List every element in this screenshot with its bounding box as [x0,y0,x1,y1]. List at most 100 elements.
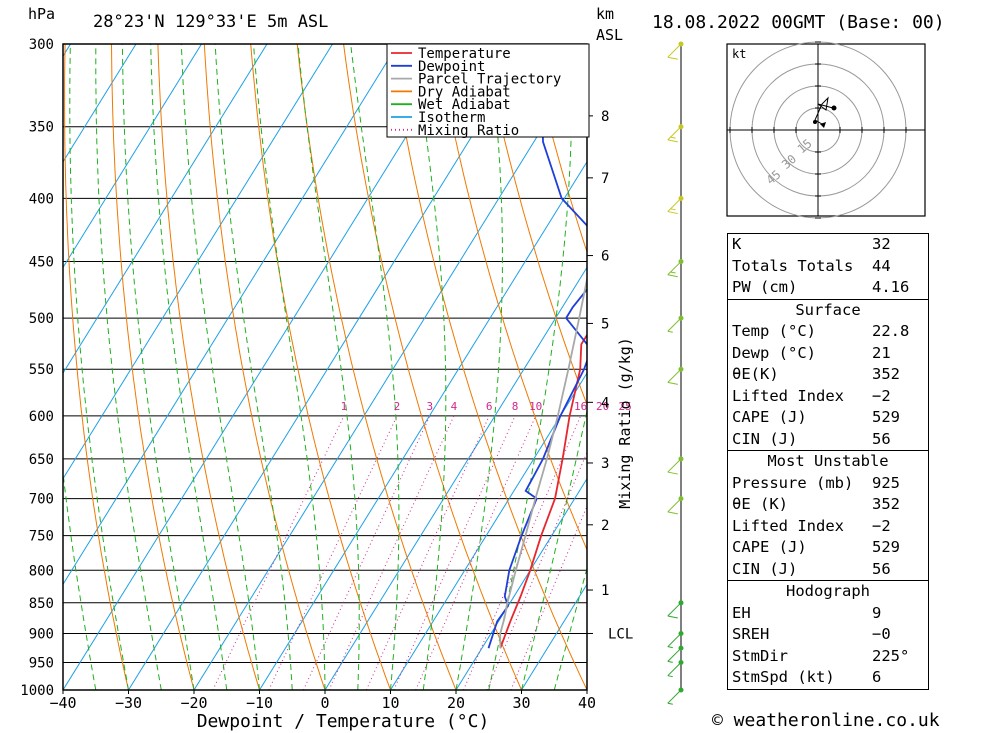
wind-barb [667,195,684,215]
hodograph-start-point [813,120,817,124]
storm-motion-marker [820,122,826,128]
wind-barb [667,315,684,333]
isotherm-line [63,44,202,269]
wind-barb-shaft [667,368,682,383]
legend-label: Dry Adiabat [418,84,511,100]
pressure-tick-label: 750 [29,529,54,545]
wind-barb-flag [667,471,678,475]
wind-barb-shaft [667,198,682,212]
legend-label: Mixing Ratio [418,123,519,139]
table-row-value: −2 [872,386,891,405]
mixing-ratio-label: 25 [618,400,631,413]
height-tick-label: LCL [608,626,633,642]
wet-adiabat-line [69,44,129,690]
table-row: Lifted Index −2 [728,516,928,538]
temperature-tick-label: −40 [49,694,76,712]
table-row: PW (cm) 4.16 [728,277,928,299]
table-row: K 32 [728,234,928,256]
hodograph-unit-label: kt [732,47,746,61]
wind-barb-shaft [667,633,682,648]
table-row-label: CAPE (J) [732,538,807,556]
height-unit-label: km [596,5,615,23]
pressure-tick-label: 650 [29,452,54,468]
wind-barb-shaft [667,689,682,704]
table-row: CAPE (J) 529 [728,407,928,429]
table-row: SREH −0 [728,624,928,646]
height-tick-label: 7 [601,171,609,187]
wind-barb [667,456,684,475]
isotherm-line [0,44,5,690]
wind-barb [667,124,684,143]
table-row: Dewp (°C) 21 [728,343,928,365]
mixing-ratio-label: 10 [529,400,542,413]
mixing-ratio-label: 3 [426,400,433,413]
table-row-label: StmDir [732,646,788,665]
isotherm-line [259,160,587,690]
mixing-ratio-line [486,451,587,690]
wind-barb-flag [667,615,678,619]
table-row: θE (K) 352 [728,494,928,516]
table-row-value: 32 [872,235,891,253]
isotherm-line [193,55,587,690]
table-row-label: CIN (J) [732,429,798,448]
mixing-ratio-line [212,415,345,690]
temperature-line [499,333,587,649]
temperature-tick-label: 10 [381,694,399,712]
x-axis-title: Dewpoint / Temperature (°C) [197,711,490,732]
isotherm-line [63,44,464,690]
wind-barb [667,645,684,663]
pressure-tick-label: 300 [29,37,54,53]
isotherm-line [63,44,137,163]
height-tick-label: 6 [601,249,609,265]
mixing-ratio-line [365,415,490,690]
legend-label: Parcel Trajectory [418,72,561,88]
mixing-ratio-line [415,415,537,690]
dry-adiabat-line [203,44,326,690]
table-row: EH 9 [728,603,928,625]
wind-barb [667,600,684,619]
table-row-label: SREH [732,625,770,643]
wind-barb-flag [667,56,678,60]
wet-adiabat-line [413,44,447,690]
table-row-label: Temp (°C) [732,322,816,340]
mixing-ratio-line [328,415,455,690]
table-row-label: CAPE (J) [732,408,807,426]
table-row-value: 21 [872,343,891,362]
dry-adiabat-line [157,44,260,690]
dry-adiabat-line [296,44,457,690]
table-row-label: θE(K) [732,365,779,383]
mixing-ratio-line [463,415,582,690]
legend-label: Dewpoint [418,59,485,75]
height-tick-label: 8 [601,109,609,125]
table-row-value: 56 [872,559,891,578]
isotherm-line [390,372,587,690]
temperature-tick-label: 0 [320,694,329,712]
mixing-ratio-label: 20 [596,400,609,413]
table-row-label: Dewp (°C) [732,343,816,362]
dry-adiabat-line [528,44,587,254]
wind-barb-shaft [667,261,682,276]
temperature-tick-label: −10 [246,694,273,712]
table-row-value: 529 [872,408,900,426]
wet-adiabat-line [121,44,195,690]
table-row-label: EH [732,603,751,622]
table-row: Lifted Index −2 [728,386,928,408]
table-row: Temp (°C) 22.8 [728,321,928,343]
datetime-title: 18.08.2022 00GMT (Base: 00) [652,12,945,33]
wind-barb-flag [667,274,678,278]
mixing-ratio-label: 2 [394,400,401,413]
isotherm-line [63,44,268,375]
pressure-tick-label: 1000 [20,683,54,699]
pressure-tick-label: 400 [29,191,54,207]
isotherm-line [324,266,587,690]
pressure-tick-label: 850 [29,596,54,612]
table-row-value: 529 [872,538,900,556]
height-tick-label: 5 [601,316,609,332]
pressure-tick-label: 800 [29,563,54,579]
table-row-label: K [732,235,742,253]
wind-barb-flag [667,381,678,385]
mixing-ratio-label: 4 [451,400,458,413]
table-row-value: 56 [872,429,891,448]
table-row: CIN (J) 56 [728,429,928,451]
